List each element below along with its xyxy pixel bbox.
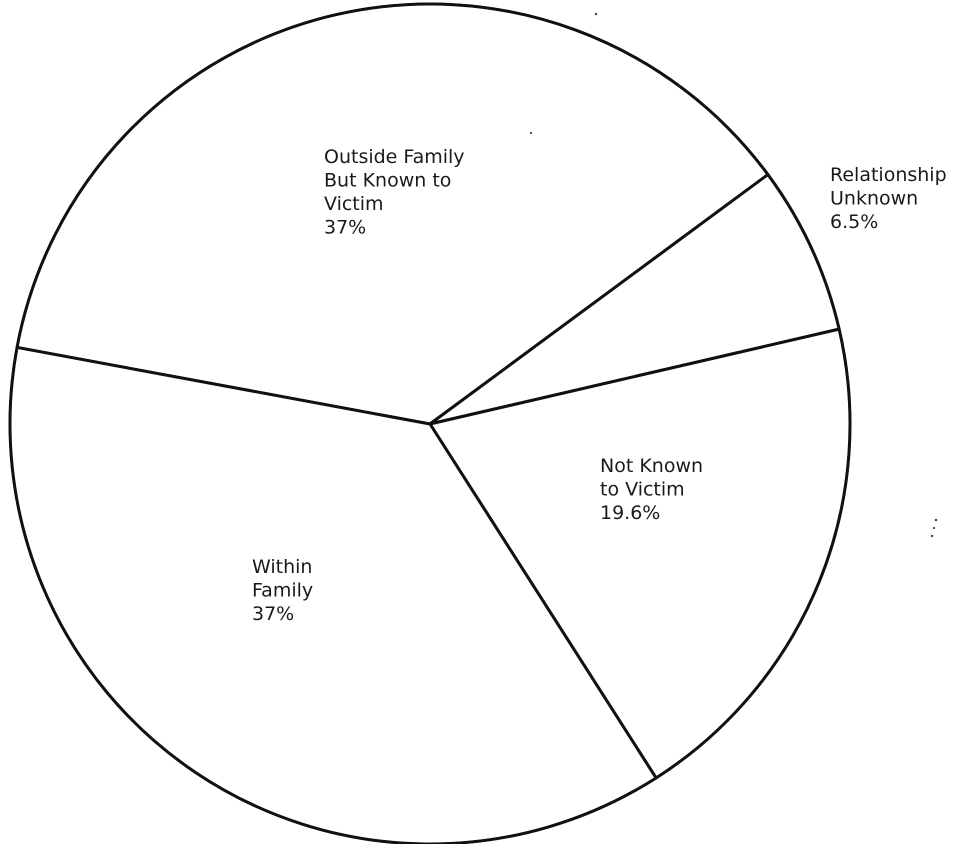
pie-slice-label-3: Within Family 37%	[252, 556, 313, 625]
slice-category-label: Victim	[324, 193, 384, 215]
pie-slice-label-2: Not Known to Victim 19.6%	[600, 455, 703, 524]
pie-labels: Outside Family But Known to Victim 37%Relat…	[252, 146, 947, 625]
slice-category-label: Within	[252, 556, 312, 578]
slice-category-label: Not Known	[600, 455, 703, 477]
scan-speck	[529, 131, 533, 135]
scan-speck	[932, 526, 936, 530]
pie-slice-label-0: Outside Family But Known to Victim 37%	[324, 146, 465, 239]
slice-value-label: 6.5%	[830, 211, 878, 233]
slice-category-label: Relationship	[830, 164, 947, 186]
slice-value-label: 19.6%	[600, 502, 660, 524]
pie-slice-label-1: Relationship Unknown 6.5%	[830, 164, 947, 233]
scan-speck	[594, 12, 598, 16]
slice-category-label: Outside Family	[324, 146, 465, 168]
scan-speck	[930, 534, 934, 538]
slice-category-label: But Known to	[324, 170, 451, 192]
pie-slices	[8, 2, 852, 844]
slice-category-label: Family	[252, 580, 313, 602]
slice-value-label: 37%	[324, 217, 366, 239]
slice-category-label: Unknown	[830, 188, 918, 210]
pie-outline	[8, 2, 852, 844]
scan-speck	[934, 518, 938, 522]
slice-value-label: 37%	[252, 603, 294, 625]
slice-category-label: to Victim	[600, 479, 685, 501]
